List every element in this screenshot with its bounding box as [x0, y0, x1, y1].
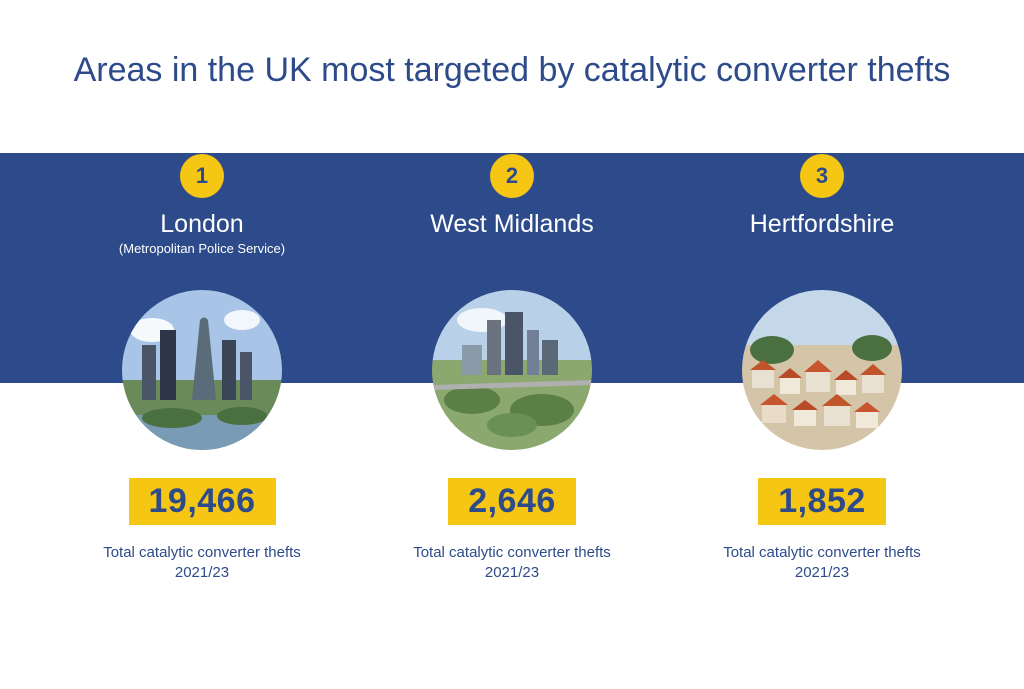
area-name: Hertfordshire: [750, 210, 895, 239]
value-caption: Total catalytic converter thefts 2021/23: [407, 543, 617, 584]
value-caption: Total catalytic converter thefts 2021/23: [717, 543, 927, 584]
area-subtitle: (Metropolitan Police Service): [119, 241, 285, 256]
city-illustration-icon: [432, 290, 592, 450]
value-caption: Total catalytic converter thefts 2021/23: [97, 543, 307, 584]
page-title: Areas in the UK most targeted by catalyt…: [0, 0, 1024, 130]
value-box: 2,646: [448, 478, 576, 525]
area-name: West Midlands: [430, 210, 594, 239]
area-name: London: [160, 210, 243, 239]
area-name-block: London (Metropolitan Police Service): [119, 210, 285, 282]
city-illustration-icon: [122, 290, 282, 450]
town-illustration-icon: [742, 290, 902, 450]
area-name-block: West Midlands: [430, 210, 594, 282]
area-card: 2 West Midlands 2,646 Total catalytic: [387, 130, 637, 584]
area-photo: [742, 290, 902, 450]
value-box: 1,852: [758, 478, 886, 525]
cards-row: 1 London (Metropolitan Police Service) 1…: [0, 130, 1024, 584]
value-box: 19,466: [129, 478, 276, 525]
area-photo: [122, 290, 282, 450]
rank-badge: 2: [490, 154, 534, 198]
area-card: 1 London (Metropolitan Police Service) 1…: [77, 130, 327, 584]
area-card: 3 Hertfordshire: [697, 130, 947, 584]
area-photo: [432, 290, 592, 450]
area-name-block: Hertfordshire: [750, 210, 895, 282]
rank-badge: 3: [800, 154, 844, 198]
rank-badge: 1: [180, 154, 224, 198]
